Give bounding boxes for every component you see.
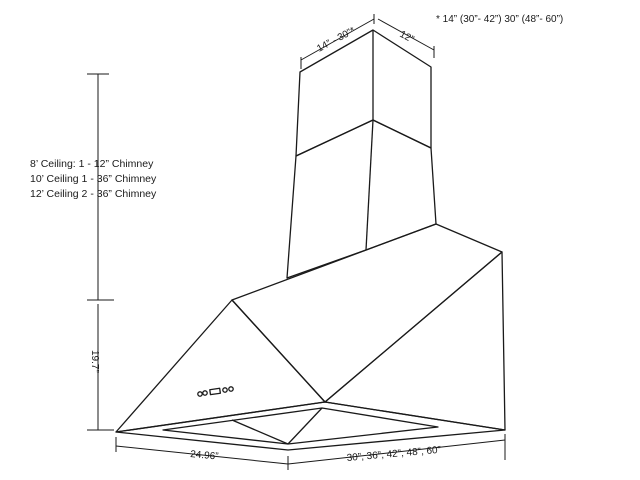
lower-chimney-edge <box>365 119 374 251</box>
chimney-depth-label: 14” - 30”* <box>315 25 357 54</box>
ceiling-option-10ft: 10’ Ceiling 1 - 36” Chimney <box>30 173 157 185</box>
hood-top-surface <box>231 223 503 403</box>
chimney <box>286 29 437 279</box>
hood-bottom-opening <box>162 407 439 445</box>
ceiling-option-8ft: 8’ Ceiling: 1 - 12” Chimney <box>30 158 154 170</box>
ceiling-option-12ft: 12’ Ceiling 2 - 36” Chimney <box>30 188 157 200</box>
hood-side-face <box>324 251 506 431</box>
hood-width-options-label: 30”, 36”, 42”, 48”, 60” <box>346 445 441 464</box>
hood-depth-label: 24.96” <box>190 449 219 462</box>
control-panel <box>197 386 234 397</box>
hood-height-label: 19.7” <box>89 350 100 373</box>
height-dimensions <box>87 73 114 431</box>
bottom-dimensions <box>115 434 506 470</box>
chimney-dimensions: 14” - 30”* 12” <box>300 14 435 69</box>
size-footnote: * 14” (30”- 42”) 30” (48”- 60”) <box>436 14 563 25</box>
control-display <box>209 387 222 396</box>
control-button-1 <box>197 391 203 397</box>
control-button-3 <box>222 387 228 393</box>
control-button-2 <box>202 390 208 396</box>
hood-body <box>115 223 506 451</box>
hood-bottom-rim <box>115 401 506 451</box>
lower-chimney-section <box>286 119 437 279</box>
control-button-4 <box>228 386 234 392</box>
